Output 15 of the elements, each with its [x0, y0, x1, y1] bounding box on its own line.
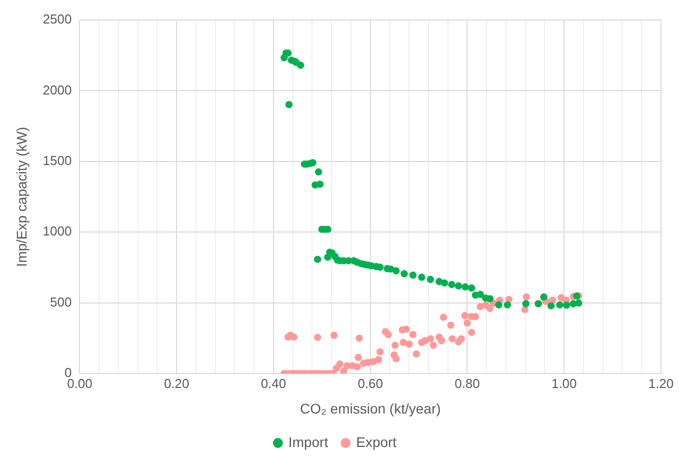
x-tick-label: 1.20 [648, 376, 674, 391]
y-tick-label: 2000 [42, 82, 72, 98]
y-tick-label: 1500 [42, 153, 72, 168]
y-tick-label: 2500 [42, 12, 72, 27]
x-axis-title: CO₂ emission (kt/year) [300, 400, 441, 416]
x-tick-label: 0.20 [164, 376, 190, 391]
legend-label: Export [356, 434, 397, 450]
x-tick-label: 0.60 [358, 376, 384, 391]
y-axis-title: Imp/Exp capacity (kW) [13, 126, 30, 267]
x-tick-label: 1.00 [551, 376, 577, 391]
x-tick-label: 0.80 [454, 376, 480, 391]
y-tick-label: 500 [50, 294, 72, 310]
x-tick-label: 0.40 [260, 376, 286, 391]
legend-label: Import [288, 434, 328, 450]
y-tick-label: 1000 [42, 224, 72, 239]
